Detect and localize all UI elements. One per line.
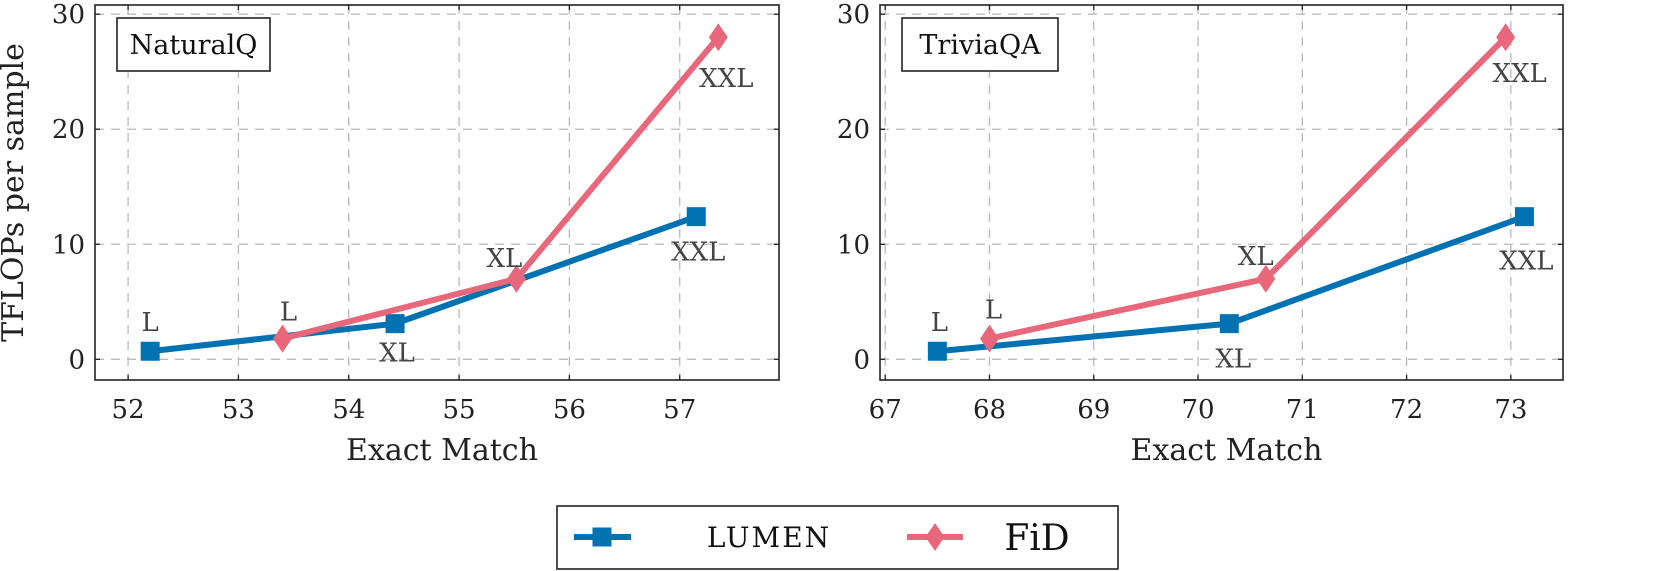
point-lumen-xl [385, 314, 405, 334]
legend: LUMEN FiD [556, 505, 1119, 570]
y-tick-label: 0 [68, 345, 85, 375]
point-fid-l [273, 324, 293, 353]
y-tick-label: 10 [837, 230, 870, 260]
x-tick-label: 69 [1077, 395, 1110, 425]
data-label-lumen-l: L [142, 308, 159, 338]
point-fid-xl [506, 264, 526, 293]
chart-title: TriviaQA [919, 30, 1041, 61]
x-tick-label: 71 [1286, 395, 1319, 425]
title-box: NaturalQ [116, 17, 271, 72]
data-label-lumen-xl: XL [379, 339, 415, 369]
legend-label-lumen: LUMEN [707, 521, 831, 554]
series-fid: L XL XXL [273, 23, 753, 353]
x-tick-label: 57 [663, 395, 696, 425]
plot-frame [879, 4, 1564, 381]
x-axis-label: Exact Match [346, 433, 538, 468]
y-tick-label: 30 [52, 0, 85, 30]
x-tick-label: 54 [332, 395, 365, 425]
data-label-fid-xxl: XXL [699, 64, 753, 94]
y-axis-label: TFLOPs per sample [0, 43, 31, 342]
x-axis-label: Exact Match [1131, 433, 1323, 468]
x-tick-label: 56 [553, 395, 586, 425]
x-tick-label: 67 [869, 395, 902, 425]
x-tick-label: 55 [443, 395, 476, 425]
legend-marker-fid [925, 523, 945, 551]
series-line-fid [986, 34, 1509, 342]
point-lumen-xxl [1514, 207, 1534, 227]
point-lumen-xl [1219, 314, 1239, 334]
point-fid-xl [1256, 264, 1276, 293]
legend-frame [556, 505, 1119, 570]
x-tick-label: 53 [222, 395, 255, 425]
x-tick-label: 73 [1494, 395, 1527, 425]
x-tick-label: 52 [112, 395, 145, 425]
data-label-fid-l: L [280, 298, 297, 328]
point-lumen-l [927, 341, 947, 361]
y-tick-label: 30 [837, 0, 870, 30]
plot-frame [94, 4, 780, 381]
series-line-fid [279, 34, 722, 342]
panel-naturalq: 52 53 54 55 56 57 0 10 20 30 Exact Match TFLOPs per… [0, 0, 780, 468]
title-box: TriviaQA [901, 17, 1059, 72]
point-fid-l [979, 324, 999, 353]
x-tick-label: 70 [1181, 395, 1214, 425]
chart-title: NaturalQ [130, 30, 258, 61]
series-line-lumen [147, 213, 700, 355]
legend-marker-lumen [592, 527, 612, 547]
y-tick-label: 20 [837, 115, 870, 145]
point-fid-xxl [708, 23, 728, 52]
data-label-lumen-l: L [931, 308, 948, 338]
title-box-frame [116, 17, 271, 72]
data-label-lumen-xxl: XXL [1499, 247, 1553, 277]
data-label-lumen-xl: XL [1215, 345, 1251, 375]
y-tick-label: 20 [52, 115, 85, 145]
data-label-fid-l: L [985, 296, 1002, 326]
y-tick-label: 10 [52, 230, 85, 260]
legend-label-fid: FiD [1004, 518, 1069, 559]
panel-triviaqa: 67 68 69 70 71 72 73 0 10 20 30 Exact Match TriviaQA… [837, 0, 1564, 468]
point-lumen-l [140, 341, 160, 361]
x-tick-label: 72 [1390, 395, 1423, 425]
series-lumen: L XL XXL [140, 207, 725, 369]
data-label-lumen-xxl: XXL [671, 238, 725, 268]
point-fid-xxl [1496, 23, 1516, 52]
point-lumen-xxl [686, 207, 706, 227]
y-tick-label: 0 [853, 345, 870, 375]
data-label-fid-xl: XL [1238, 242, 1274, 272]
title-box-frame [901, 17, 1059, 72]
series-lumen: L XL XXL [927, 207, 1554, 375]
x-tick-label: 68 [973, 395, 1006, 425]
data-label-fid-xl: XL [487, 244, 523, 274]
data-label-fid-xxl: XXL [1493, 59, 1547, 89]
series-fid: L XL XXL [979, 23, 1547, 353]
